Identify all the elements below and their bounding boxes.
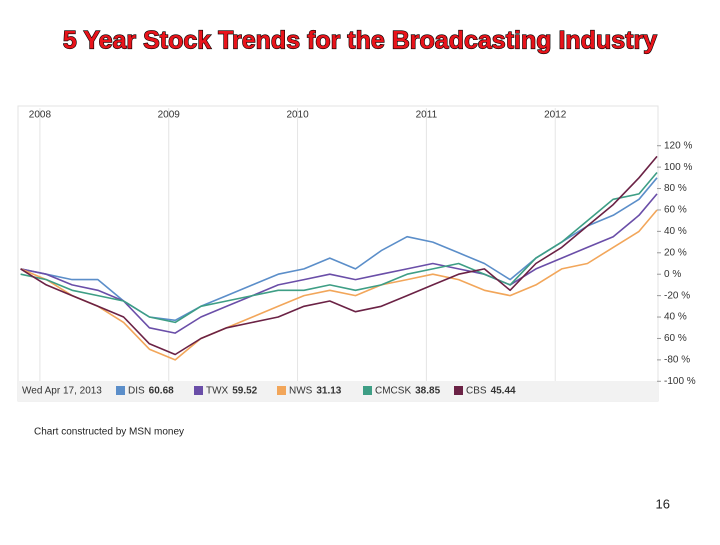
y-tick-label: 20 % bbox=[664, 247, 687, 258]
legend-name: CMCSK bbox=[375, 386, 411, 397]
series-line bbox=[20, 209, 658, 361]
caption: Chart constructed by MSN money bbox=[34, 427, 184, 438]
legend-price: 38.85 bbox=[415, 386, 440, 397]
legend-name: TWX bbox=[206, 386, 229, 397]
legend-price: 31.13 bbox=[316, 386, 341, 397]
plot: 2008 2009 2010 2011 2012 120 % 100 % 80 % 60 % 40… bbox=[20, 108, 696, 397]
chart-frame bbox=[17, 105, 659, 402]
y-tick-label: 0 % bbox=[664, 269, 681, 280]
series-line bbox=[20, 193, 658, 334]
legend-swatch bbox=[116, 386, 125, 395]
y-tick-label: 60 % bbox=[664, 333, 687, 344]
y-tick-label: 80 % bbox=[664, 183, 687, 194]
legend-date: Wed Apr 17, 2013 bbox=[22, 386, 102, 397]
legend-swatch bbox=[194, 386, 203, 395]
y-tick-label: -80 % bbox=[664, 355, 690, 366]
legend-swatch bbox=[277, 386, 286, 395]
legend-name: DIS bbox=[128, 386, 145, 397]
y-tick-label: 60 % bbox=[664, 205, 687, 216]
x-tick-label: 2011 bbox=[416, 110, 438, 121]
legend-bar bbox=[18, 381, 658, 401]
y-tick-label: -100 % bbox=[664, 376, 696, 387]
y-tick-label: 40 % bbox=[664, 226, 687, 237]
page-number: 16 bbox=[656, 496, 670, 511]
series-line bbox=[20, 171, 658, 324]
y-tick-label: 40 % bbox=[664, 312, 687, 323]
x-tick-label: 2010 bbox=[286, 110, 309, 121]
legend-swatch bbox=[363, 386, 372, 395]
x-tick-label: 2008 bbox=[29, 110, 52, 121]
x-tick-label: 2012 bbox=[544, 110, 567, 121]
legend-swatch bbox=[454, 386, 463, 395]
legend-price: 59.52 bbox=[232, 386, 257, 397]
x-tick-label: 2009 bbox=[158, 110, 181, 121]
legend-name: CBS bbox=[466, 386, 487, 397]
legend-price: 60.68 bbox=[149, 386, 174, 397]
series-line bbox=[20, 155, 658, 356]
y-tick-label: 100 % bbox=[664, 162, 692, 173]
legend-price: 45.44 bbox=[491, 386, 516, 397]
y-tick-label: -20 % bbox=[664, 290, 690, 301]
slide-title: 5 Year Stock Trends for the Broadcasting… bbox=[63, 27, 657, 55]
y-tick-label: 120 % bbox=[664, 140, 692, 151]
legend-name: NWS bbox=[289, 386, 313, 397]
